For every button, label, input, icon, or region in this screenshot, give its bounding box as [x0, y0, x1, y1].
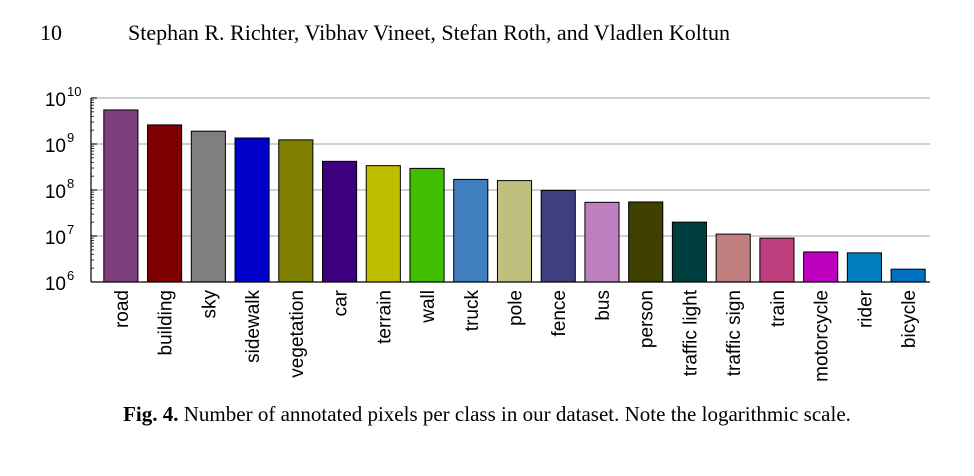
y-tick-label-base: 10 — [45, 182, 66, 203]
bar-bicycle — [890, 268, 926, 283]
bar-person — [628, 201, 664, 283]
category-label: traffic light — [680, 289, 701, 376]
bar-vegetation — [278, 139, 314, 283]
bar-car — [321, 160, 358, 283]
bar-traffic-sign — [715, 233, 751, 283]
category-label: sky — [199, 290, 220, 319]
category-label: rider — [855, 289, 876, 328]
category-label: train — [768, 290, 789, 327]
y-tick-label-base: 10 — [45, 90, 66, 111]
bars — [103, 109, 926, 283]
y-tick-label-exponent: 9 — [67, 130, 74, 145]
category-label: truck — [462, 290, 483, 332]
y-tick-label-exponent: 6 — [67, 268, 74, 283]
category-label: motorcycle — [812, 290, 833, 382]
page-number: 10 — [40, 20, 62, 45]
category-label: fence — [549, 290, 570, 336]
category-label: vegetation — [287, 290, 308, 378]
bar-sidewalk — [234, 137, 270, 283]
bar-bus — [584, 201, 620, 283]
bar-building — [147, 124, 183, 283]
bar-road — [103, 109, 139, 283]
category-label: road — [112, 290, 133, 328]
bar-pole — [496, 180, 533, 283]
category-labels: road building sky sidewalk vegetation car terr… — [112, 289, 920, 382]
category-label: bus — [593, 290, 614, 321]
category-label: traffic sign — [724, 290, 745, 376]
bar-wall — [409, 167, 445, 283]
category-label: person — [637, 290, 658, 348]
bar-terrain — [365, 165, 401, 283]
bar-truck — [453, 178, 489, 283]
category-label: wall — [418, 290, 439, 324]
category-label: pole — [506, 290, 527, 326]
y-tick-label-base: 10 — [45, 228, 66, 249]
y-tick-label-base: 10 — [45, 136, 66, 157]
bar-sky — [190, 130, 226, 283]
bar-traffic-light — [671, 221, 708, 283]
category-label: building — [156, 290, 177, 356]
y-tick-label-exponent: 7 — [67, 222, 74, 237]
caption-label: Fig. 4. — [123, 402, 179, 426]
y-tick-label-base: 10 — [45, 274, 66, 295]
category-label: terrain — [374, 290, 395, 344]
category-label: sidewalk — [243, 290, 264, 363]
bar-rider — [846, 252, 882, 283]
bar-motorcycle — [803, 251, 839, 283]
bar-train — [759, 237, 795, 283]
category-label: bicycle — [899, 290, 920, 348]
bar-fence — [540, 189, 576, 283]
running-head-authors: Stephan R. Richter, Vibhav Vineet, Stefa… — [128, 20, 731, 45]
figure-caption: Fig. 4. Number of annotated pixels per c… — [0, 402, 974, 427]
axes — [90, 97, 930, 283]
caption-text: Number of annotated pixels per class in … — [178, 402, 851, 426]
category-label: car — [331, 289, 352, 316]
y-tick-label-exponent: 8 — [67, 176, 74, 191]
y-tick-label-exponent: 10 — [67, 84, 81, 99]
